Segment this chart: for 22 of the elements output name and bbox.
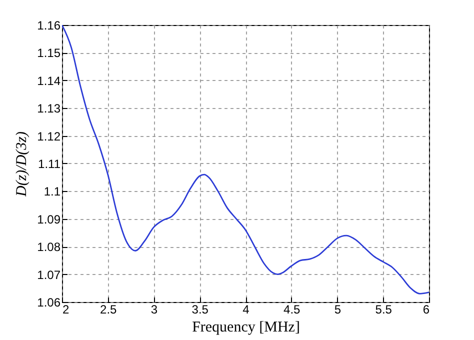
x-tick-label: 4.5: [284, 302, 301, 316]
x-tick-label: 2.5: [100, 302, 118, 316]
x-tick-label: 4: [242, 302, 250, 316]
x-tick-label: 5: [334, 302, 342, 316]
y-tick-label: 1.07: [37, 268, 61, 282]
y-tick-label: 1.11: [38, 157, 61, 171]
x-tick-label: 2: [62, 302, 70, 316]
y-tick-label: 1.1: [44, 184, 61, 199]
y-axis-title: D(z)/D(3z): [14, 132, 30, 198]
y-tick-label: 1.12: [37, 129, 61, 144]
y-tick-label: 1.13: [37, 102, 61, 116]
x-tick-label: 3: [150, 302, 158, 316]
y-tick-label: 1.15: [37, 46, 61, 60]
x-axis-title: Frequency [MHz]: [192, 320, 300, 336]
y-tick-label: 1.08: [37, 240, 61, 254]
y-tick-label: 1.16: [37, 18, 61, 32]
x-tick-label: 5.5: [375, 302, 392, 316]
y-tick-label: 1.06: [37, 296, 61, 310]
x-tick-label: 3.5: [192, 302, 209, 316]
y-tick-label: 1.09: [37, 212, 61, 226]
y-tick-label: 1.14: [37, 74, 61, 88]
x-tick-label: 6: [422, 302, 430, 316]
